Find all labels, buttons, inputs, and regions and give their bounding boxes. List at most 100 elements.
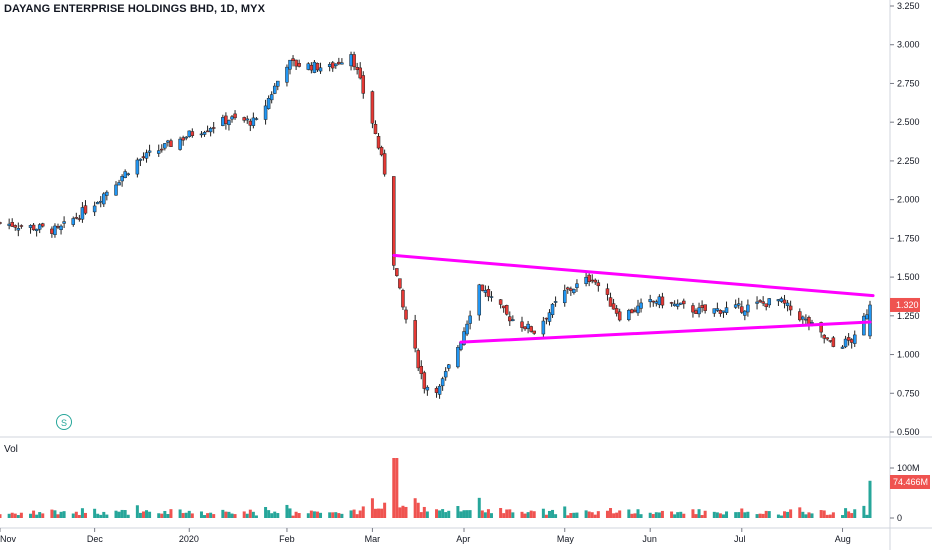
- volume-bar: [551, 509, 555, 518]
- candle-body: [413, 320, 417, 349]
- volume-bar: [670, 511, 674, 518]
- volume-bar: [505, 509, 509, 518]
- last-price-tag: 1.320: [890, 297, 920, 312]
- candle-body: [340, 62, 344, 65]
- candle-body: [392, 176, 396, 266]
- volume-bar: [53, 510, 57, 518]
- candle-body: [788, 305, 793, 311]
- candle-body: [370, 91, 375, 124]
- candle-body: [611, 303, 616, 310]
- price-pane[interactable]: [0, 0, 890, 437]
- volume-bar: [462, 510, 466, 518]
- candle-body: [416, 350, 420, 369]
- candle-body: [16, 228, 21, 231]
- time-tick-label: Nov: [0, 534, 17, 544]
- candle-body: [828, 340, 833, 342]
- time-axis[interactable]: Nov Dec 2020 Feb Mar Apr May Jun Jul Aug: [0, 528, 851, 544]
- candle-body: [181, 137, 185, 141]
- volume-bar: [804, 514, 808, 518]
- volume-bar: [114, 510, 118, 518]
- candle-body: [83, 205, 88, 214]
- volume-bar: [764, 510, 768, 518]
- volume-bar: [459, 511, 463, 518]
- volume-bar: [541, 508, 545, 518]
- volume-bar: [157, 513, 161, 518]
- volume-bar: [145, 510, 149, 518]
- candle-body: [404, 309, 408, 320]
- price-axis[interactable]: 3.250 3.000 2.750 2.500 2.250 2.000 1.750 1.500…: [890, 1, 920, 437]
- price-tick-label: 0.750: [897, 388, 920, 398]
- candle-body: [37, 224, 42, 230]
- volume-tick-label: 100M: [897, 463, 920, 473]
- candle-body: [211, 127, 216, 129]
- volume-bar: [819, 510, 823, 518]
- candle-body: [395, 268, 399, 276]
- candle-body: [77, 218, 82, 220]
- volume-bar: [740, 508, 744, 518]
- volume-bar: [163, 510, 167, 518]
- volume-bar: [392, 458, 396, 518]
- volume-bar: [529, 510, 533, 518]
- price-tick-label: 3.000: [897, 40, 920, 50]
- price-tick-label: 3.250: [897, 1, 920, 11]
- volume-bar: [203, 515, 207, 518]
- candle-body: [584, 276, 588, 284]
- candle-body: [721, 310, 726, 313]
- volume-bar: [297, 513, 301, 518]
- candle-body: [337, 61, 341, 65]
- candle-body: [758, 300, 762, 303]
- volume-bar: [233, 514, 237, 518]
- volume-bar: [358, 510, 362, 518]
- candle-body: [294, 59, 298, 67]
- candle-body: [846, 337, 851, 341]
- candle-body: [334, 63, 338, 67]
- candle-body: [651, 300, 656, 303]
- volume-bar: [438, 510, 442, 518]
- volume-bar: [627, 509, 631, 518]
- candle-body: [575, 283, 579, 288]
- candle-body: [102, 193, 106, 205]
- candle-body: [205, 130, 210, 133]
- time-tick-label: May: [557, 534, 575, 544]
- volume-bar: [117, 511, 121, 518]
- volume-bar: [734, 512, 738, 518]
- candle-body: [843, 338, 848, 348]
- upper-trendline[interactable]: [392, 253, 875, 298]
- candle-body: [733, 304, 738, 308]
- dividend-icon[interactable]: S: [56, 414, 72, 430]
- volume-bar: [74, 511, 78, 518]
- candle-body: [312, 61, 317, 73]
- volume-bar: [352, 509, 356, 518]
- volume-bar: [230, 513, 234, 518]
- volume-bar: [746, 511, 750, 518]
- candle-body: [761, 301, 765, 304]
- candle-body: [630, 309, 634, 314]
- candle-body: [508, 316, 512, 322]
- volume-bar: [361, 506, 365, 518]
- volume-bar: [605, 510, 609, 518]
- volume-bar: [657, 512, 661, 518]
- candle-body: [166, 140, 170, 143]
- candle-body: [746, 304, 750, 313]
- volume-bar: [71, 513, 75, 518]
- volume-bar: [807, 512, 811, 518]
- candle-body: [315, 62, 320, 71]
- candle-body: [526, 323, 530, 329]
- candle-body: [779, 298, 784, 302]
- lower-trendline[interactable]: [459, 320, 872, 344]
- candle-body: [227, 120, 231, 126]
- candle-body: [382, 153, 387, 175]
- volume-bar: [847, 511, 851, 518]
- volume-bar: [35, 514, 39, 518]
- candle-body: [40, 223, 45, 227]
- candle-body: [657, 296, 662, 306]
- candle-body: [593, 279, 598, 283]
- candle-body: [208, 128, 213, 133]
- candle-body: [852, 334, 857, 344]
- candle-body: [608, 297, 613, 307]
- candle-body: [92, 205, 97, 213]
- volume-bar: [831, 512, 835, 518]
- candle-body: [617, 311, 622, 321]
- candle-body: [50, 228, 54, 234]
